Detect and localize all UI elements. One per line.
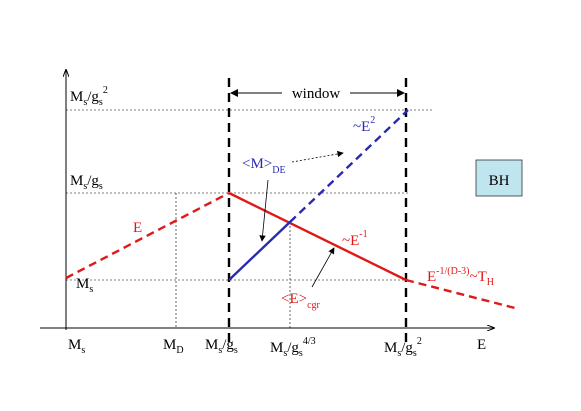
x-axis-label: E: [477, 337, 486, 353]
label-e-left: E: [133, 220, 142, 236]
label-e-squared: ~E2: [353, 115, 375, 135]
mde-arrow-right: [291, 150, 344, 163]
y-label-mid: Ms/gs: [70, 173, 103, 192]
y-label-top: Ms/gs2: [70, 85, 108, 108]
red-dashed-rising: [65, 191, 230, 280]
blue-solid-rising: [228, 221, 291, 281]
x-label-ms-gs43: Ms/gs4/3: [270, 336, 316, 359]
x-label-md: MD: [163, 337, 184, 356]
ecgr-arrow: [311, 247, 335, 288]
x-label-ms-gs: Ms/gs: [205, 337, 238, 356]
label-hawking: E-1/(D-3)~TH: [427, 266, 494, 288]
mde-arrow-down: [259, 179, 269, 242]
label-e-cgr: <E>cgr: [281, 291, 321, 311]
x-label-ms: Ms: [68, 337, 85, 356]
bh-box: [475, 159, 523, 197]
label-e-inverse: ~E-1: [342, 229, 368, 249]
blue-dashed-rising: [289, 109, 409, 223]
y-label-low: Ms: [76, 276, 93, 295]
red-dashed-tail: [405, 278, 516, 310]
window-label: window: [292, 86, 341, 102]
x-label-ms-gs2: Ms/gs2: [384, 336, 422, 359]
label-m-de: <M>DE: [242, 156, 286, 176]
bh-label: BH: [489, 173, 510, 189]
red-solid-falling: [228, 191, 407, 282]
